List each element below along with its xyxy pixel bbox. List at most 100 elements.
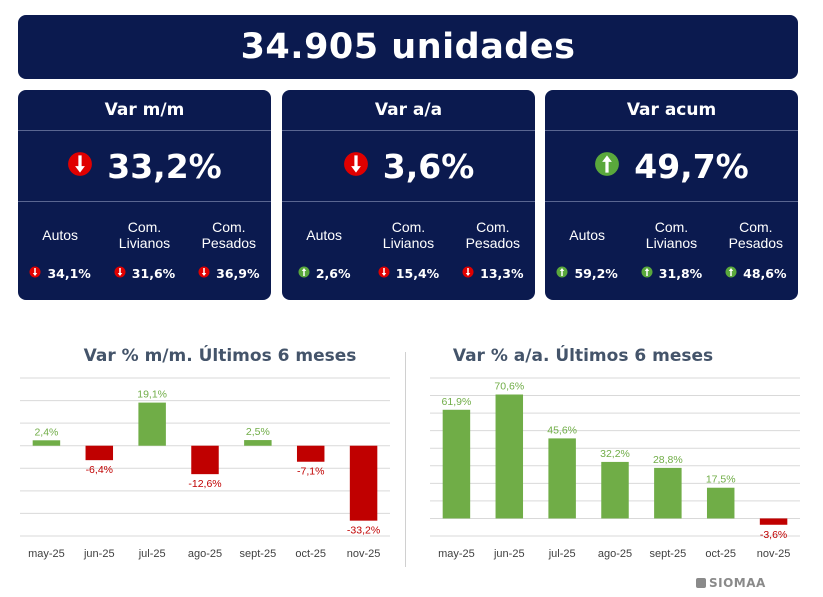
col-value: 59,2% bbox=[574, 266, 618, 281]
col-value: 34,1% bbox=[47, 266, 91, 281]
col-label: Com. Livianos bbox=[382, 219, 435, 251]
aa-bar-ago-25 bbox=[601, 461, 629, 519]
mm-data-label: 19,1% bbox=[137, 389, 167, 401]
mm-data-label: -7,1% bbox=[297, 466, 324, 478]
brand-logo: SIOMAA bbox=[696, 576, 766, 590]
aa-tick-label: jul-25 bbox=[548, 548, 576, 560]
aa-data-label: 45,6% bbox=[547, 424, 577, 436]
headline-total: 34.905 unidades bbox=[240, 27, 576, 67]
aa-data-label: 28,8% bbox=[653, 454, 683, 466]
down-arrow-icon bbox=[198, 266, 210, 281]
mm-data-label: -33,2% bbox=[347, 525, 380, 537]
mm-tick-label: nov-25 bbox=[347, 548, 381, 560]
col-label: Com. Livianos bbox=[645, 219, 698, 251]
card-title: Var m/m bbox=[18, 90, 271, 131]
chart-divider bbox=[405, 352, 406, 567]
mm-data-label: 2,5% bbox=[246, 426, 270, 438]
col-livianos: Com. Livianos 31,8% bbox=[629, 202, 713, 300]
col-pesados: Com. Pesados 48,6% bbox=[714, 202, 798, 300]
card-title: Var a/a bbox=[282, 90, 535, 131]
mm-data-label: 2,4% bbox=[34, 426, 58, 438]
aa-tick-label: sept-25 bbox=[650, 548, 687, 560]
col-label: Com. Livianos bbox=[118, 219, 171, 251]
mm-tick-label: jun-25 bbox=[83, 548, 115, 560]
brand-name: SIOMAA bbox=[709, 576, 766, 590]
card-value: 49,7% bbox=[634, 146, 749, 186]
mm-bar-nov-25 bbox=[349, 445, 378, 521]
aa-data-label: -3,6% bbox=[760, 529, 787, 541]
col-livianos: Com. Livianos 15,4% bbox=[366, 202, 450, 300]
mm-tick-label: jul-25 bbox=[138, 548, 166, 560]
mm-tick-label: ago-25 bbox=[188, 548, 222, 560]
down-arrow-icon bbox=[462, 266, 474, 281]
up-arrow-icon bbox=[725, 266, 737, 281]
down-arrow-icon bbox=[343, 151, 369, 181]
down-arrow-icon bbox=[378, 266, 390, 281]
aa-bar-may-25 bbox=[442, 409, 471, 519]
brand-mark-icon bbox=[696, 578, 706, 588]
col-autos: Autos 2,6% bbox=[282, 202, 366, 300]
mm-bar-jun-25 bbox=[85, 445, 114, 461]
col-label: Com. Pesados bbox=[201, 219, 257, 251]
col-label: Autos bbox=[569, 227, 606, 243]
col-value: 48,6% bbox=[743, 266, 787, 281]
col-pesados: Com. Pesados 13,3% bbox=[451, 202, 535, 300]
aa-data-label: 61,9% bbox=[442, 396, 472, 408]
mm-bar-jul-25 bbox=[138, 402, 166, 446]
mm-bar-sept-25 bbox=[244, 440, 272, 446]
up-arrow-icon bbox=[556, 266, 568, 281]
mm-data-label: -6,4% bbox=[86, 464, 113, 476]
aa-tick-label: oct-25 bbox=[705, 548, 736, 560]
card-value: 3,6% bbox=[382, 146, 475, 186]
col-livianos: Com. Livianos 31,6% bbox=[102, 202, 186, 300]
up-arrow-icon bbox=[298, 266, 310, 281]
col-value: 31,6% bbox=[131, 266, 176, 281]
mm-data-label: -12,6% bbox=[188, 478, 221, 490]
col-value: 31,8% bbox=[658, 266, 703, 281]
col-value: 36,9% bbox=[216, 266, 260, 281]
aa-data-label: 17,5% bbox=[706, 474, 736, 486]
col-value: 13,3% bbox=[480, 266, 524, 281]
up-arrow-icon bbox=[641, 266, 653, 281]
col-label: Autos bbox=[306, 227, 343, 243]
card-title: Var acum bbox=[545, 90, 798, 131]
aa-tick-label: may-25 bbox=[438, 548, 475, 560]
chart-title-mm: Var % m/m. Últimos 6 meses bbox=[83, 346, 357, 366]
up-arrow-icon bbox=[594, 151, 620, 181]
chart-title-aa: Var % a/a. Últimos 6 meses bbox=[452, 346, 714, 366]
col-autos: Autos 59,2% bbox=[545, 202, 629, 300]
headline-banner: 34.905 unidades bbox=[18, 15, 798, 79]
card-var-mm: Var m/m 33,2% Autos 34,1% Com. Livianos 3… bbox=[18, 90, 271, 300]
aa-data-label: 32,2% bbox=[600, 448, 630, 460]
col-pesados: Com. Pesados 36,9% bbox=[187, 202, 271, 300]
mm-bar-oct-25 bbox=[296, 445, 325, 462]
col-label: Com. Pesados bbox=[465, 219, 521, 251]
mm-bar-may-25 bbox=[32, 440, 61, 446]
chart-aa: 61,9% may-25 70,6% jun-25 45,6% jul-25 32,2% ag… bbox=[430, 377, 800, 560]
aa-bar-oct-25 bbox=[706, 487, 735, 519]
card-var-acum: Var acum 49,7% Autos 59,2% Com. Livianos … bbox=[545, 90, 798, 300]
down-arrow-icon bbox=[29, 266, 41, 281]
aa-bar-jun-25 bbox=[495, 394, 524, 519]
aa-tick-label: jun-25 bbox=[493, 548, 525, 560]
aa-tick-label: nov-25 bbox=[757, 548, 791, 560]
col-autos: Autos 34,1% bbox=[18, 202, 102, 300]
aa-bar-sept-25 bbox=[654, 467, 682, 519]
aa-bar-jul-25 bbox=[548, 438, 576, 519]
col-label: Autos bbox=[42, 227, 79, 243]
col-label: Com. Pesados bbox=[728, 219, 784, 251]
col-value: 2,6% bbox=[315, 266, 351, 281]
mm-tick-label: may-25 bbox=[28, 548, 65, 560]
card-value: 33,2% bbox=[107, 146, 222, 186]
aa-data-label: 70,6% bbox=[494, 381, 524, 393]
mm-tick-label: oct-25 bbox=[295, 548, 326, 560]
card-var-aa: Var a/a 3,6% Autos 2,6% Com. Livianos 15,… bbox=[282, 90, 535, 300]
mm-bar-ago-25 bbox=[191, 445, 219, 475]
chart-mm: 2,4% may-25 -6,4% jun-25 19,1% jul-25 -12,6% ag… bbox=[20, 377, 390, 560]
aa-tick-label: ago-25 bbox=[598, 548, 632, 560]
down-arrow-icon bbox=[114, 266, 126, 281]
aa-bar-nov-25 bbox=[759, 518, 788, 525]
mm-tick-label: sept-25 bbox=[240, 548, 277, 560]
down-arrow-icon bbox=[67, 151, 93, 181]
col-value: 15,4% bbox=[395, 266, 440, 281]
